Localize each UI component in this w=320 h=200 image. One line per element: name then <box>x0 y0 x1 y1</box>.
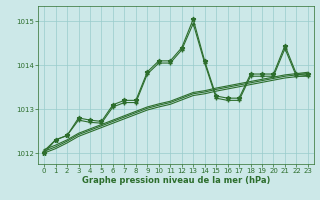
X-axis label: Graphe pression niveau de la mer (hPa): Graphe pression niveau de la mer (hPa) <box>82 176 270 185</box>
